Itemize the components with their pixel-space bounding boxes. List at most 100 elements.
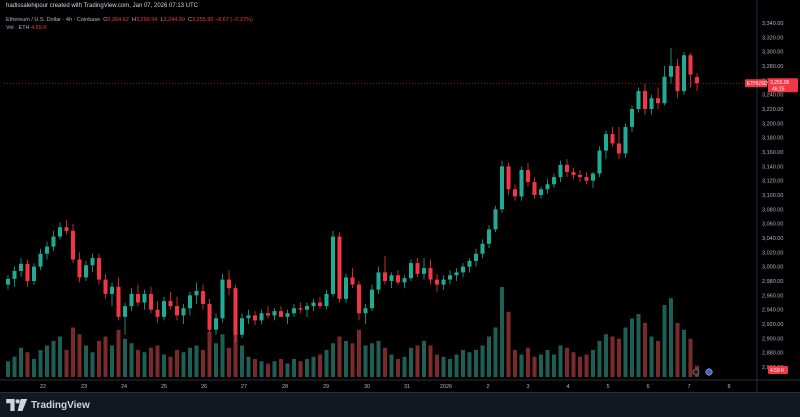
candle-body xyxy=(239,318,245,335)
volume-bar xyxy=(662,305,667,377)
candle-body xyxy=(597,150,602,174)
candle-body xyxy=(25,263,30,281)
y-tick-label: 3,340.00 xyxy=(762,21,783,27)
volume-bar xyxy=(213,343,219,377)
candle-body xyxy=(616,143,622,154)
candle-body xyxy=(265,313,271,316)
candle-body xyxy=(623,126,628,154)
volume-bar xyxy=(623,327,628,377)
y-tick-label: 2,980.00 xyxy=(762,279,783,285)
volume-bar xyxy=(220,334,225,377)
candle-body xyxy=(343,277,349,299)
y-tick-label: 2,880.00 xyxy=(762,351,783,357)
volume-bar xyxy=(5,361,11,377)
ohlc-open-value: 3,264.62 xyxy=(107,17,129,23)
volume-bar xyxy=(278,359,284,377)
volume-bar xyxy=(532,356,537,377)
volume-bar xyxy=(467,352,472,377)
volume-bar xyxy=(25,352,30,377)
volume-bar xyxy=(460,350,466,377)
candle-body xyxy=(532,182,537,195)
candle-body xyxy=(603,134,609,151)
volume-bar xyxy=(571,352,576,377)
y-tick-label: 3,000.00 xyxy=(762,265,783,271)
ohlc-close: C3,255.95 xyxy=(186,17,213,23)
price-tag-bg xyxy=(768,78,798,93)
x-tick-label: 22 xyxy=(40,384,46,390)
volume-bar xyxy=(51,341,56,377)
volume-bar xyxy=(135,350,141,377)
x-tick-label: 7 xyxy=(687,384,690,390)
x-tick-label: 29 xyxy=(323,384,329,390)
x-tick-label: 2026 xyxy=(440,384,452,390)
candle-body xyxy=(148,293,154,310)
y-tick-label: 3,160.00 xyxy=(762,150,783,156)
candle-body xyxy=(610,134,615,144)
candle-body xyxy=(681,55,687,92)
candle-body xyxy=(259,313,264,321)
volume-bar xyxy=(369,343,375,377)
volume-bar xyxy=(473,350,479,377)
candle-body xyxy=(441,279,446,285)
candle-body xyxy=(447,275,453,280)
volume-bar xyxy=(616,338,622,377)
volume-bar xyxy=(642,323,648,377)
candle-body xyxy=(395,275,401,283)
y-tick-label: 3,320.00 xyxy=(762,35,783,41)
x-tick-label: 8 xyxy=(727,384,730,390)
symbol-tag: ETHUSD xyxy=(747,81,768,87)
volume-bar xyxy=(480,345,485,377)
x-tick-label: 30 xyxy=(364,384,370,390)
candle-body xyxy=(636,91,641,109)
candle-body xyxy=(57,227,63,237)
candle-body xyxy=(5,278,11,285)
candle-body xyxy=(590,173,596,181)
candle-body xyxy=(122,306,128,317)
candle-body xyxy=(116,286,121,317)
candle-body xyxy=(194,291,199,296)
volume-bar xyxy=(259,361,264,377)
chart-canvas[interactable]: 2,860.002,880.002,900.002,920.002,940.00… xyxy=(0,0,800,392)
volume-bar xyxy=(434,354,440,377)
volume-bar xyxy=(525,347,531,377)
candle-body xyxy=(38,253,43,267)
candle-body xyxy=(356,284,362,314)
volume-bar xyxy=(577,356,583,377)
volume-bar xyxy=(207,332,212,377)
y-tick-label: 3,120.00 xyxy=(762,179,783,185)
volume-bar xyxy=(493,327,498,377)
candle-body xyxy=(77,259,82,278)
symbol-description[interactable]: Ethereum / U.S. Dollar · 4h · Coinbase xyxy=(6,17,101,23)
candle-body xyxy=(473,253,479,261)
y-tick-label: 3,020.00 xyxy=(762,250,783,256)
y-tick-label: 3,300.00 xyxy=(762,50,783,56)
volume-bar xyxy=(181,352,186,377)
candle-body xyxy=(207,303,212,330)
volume-bar xyxy=(519,354,524,377)
volume-bar xyxy=(545,350,550,377)
event-icon xyxy=(692,368,700,376)
candle-body xyxy=(213,318,219,330)
candle-body xyxy=(629,109,635,127)
volume-bar xyxy=(103,336,108,377)
candle-body xyxy=(434,279,440,285)
candle-body xyxy=(584,177,589,181)
candle-body xyxy=(278,311,284,317)
y-tick-label: 2,960.00 xyxy=(762,293,783,299)
volume-label[interactable]: Vol · ETH xyxy=(6,25,30,31)
candle-body xyxy=(142,293,147,303)
tradingview-logo[interactable]: TradingView xyxy=(6,399,90,411)
volume-bar xyxy=(187,347,193,377)
volume-bar xyxy=(558,345,563,377)
y-tick-label: 3,100.00 xyxy=(762,193,783,199)
x-tick-label: 3 xyxy=(526,384,529,390)
volume-bar xyxy=(486,336,492,377)
candle-body xyxy=(512,189,518,197)
candle-body xyxy=(285,313,290,317)
candle-body xyxy=(18,263,24,271)
volume-bar xyxy=(168,356,173,377)
volume-bar xyxy=(148,347,154,377)
candle-body xyxy=(129,293,134,307)
volume-bar xyxy=(64,350,69,377)
x-tick-label: 24 xyxy=(121,384,127,390)
